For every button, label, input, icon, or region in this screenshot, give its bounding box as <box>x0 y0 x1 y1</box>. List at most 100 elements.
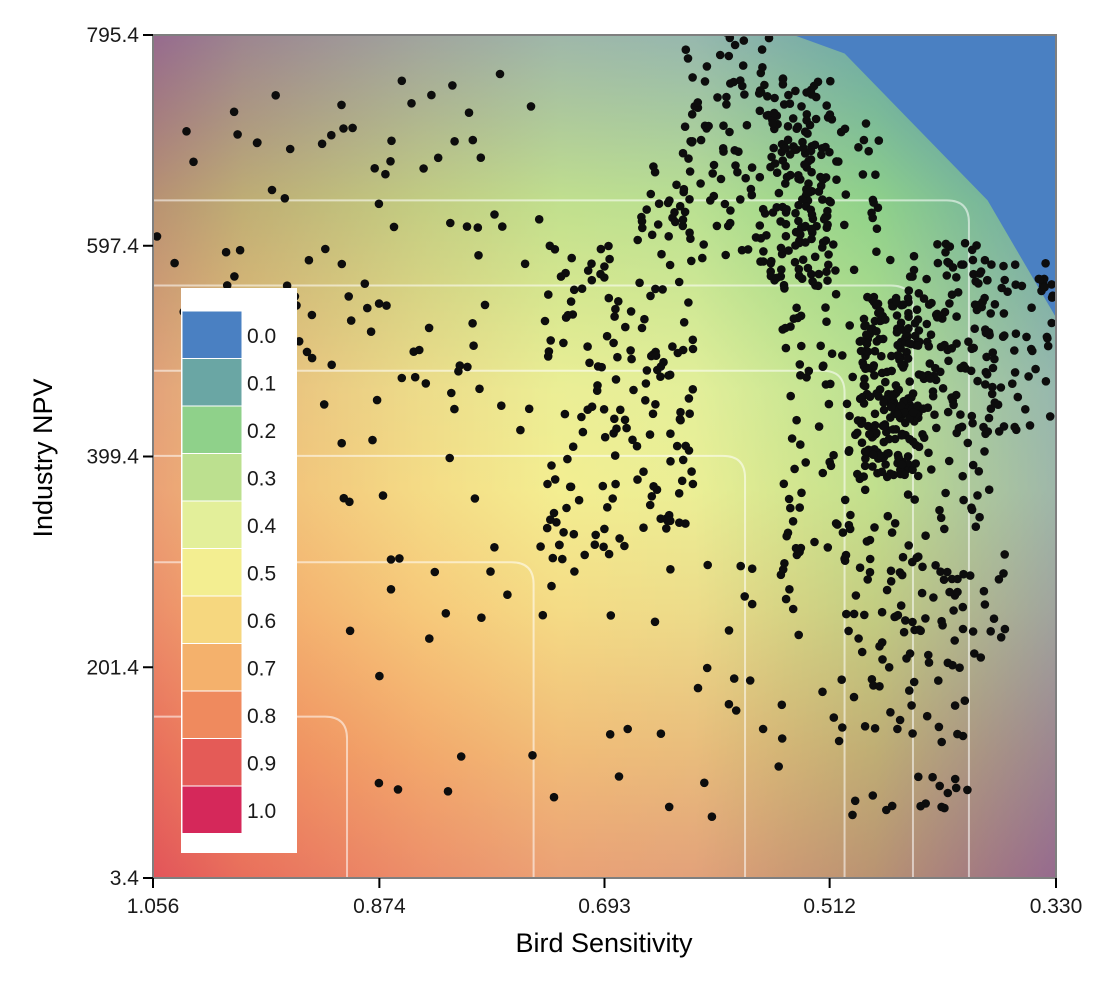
scatter-point <box>823 543 833 552</box>
scatter-point <box>823 276 832 285</box>
scatter-point <box>892 328 902 337</box>
scatter-point <box>937 802 946 812</box>
scatter-point <box>640 314 649 324</box>
scatter-point <box>960 696 970 705</box>
legend-swatch <box>181 595 243 644</box>
scatter-point <box>922 711 932 721</box>
scatter-point <box>674 489 684 498</box>
scatter-point <box>777 734 787 743</box>
scatter-point <box>891 381 901 390</box>
scatter-point <box>968 460 978 470</box>
scatter-point <box>547 581 556 591</box>
scatter-point <box>774 762 783 771</box>
legend-label: 0.0 <box>247 325 276 348</box>
scatter-point <box>550 475 560 484</box>
scatter-point <box>819 361 828 371</box>
scatter-point <box>887 801 897 811</box>
scatter-point <box>814 422 824 431</box>
scatter-point <box>807 269 816 279</box>
scatter-point <box>784 90 793 100</box>
scatter-point <box>387 136 396 146</box>
scatter-point <box>235 245 245 255</box>
scatter-point <box>981 328 991 338</box>
scatter-point <box>834 736 844 746</box>
scatter-point <box>346 316 356 325</box>
scatter-point <box>375 671 384 681</box>
scatter-point <box>897 431 906 440</box>
scatter-point <box>795 360 805 369</box>
scatter-point <box>941 248 950 257</box>
scatter-point <box>781 323 790 333</box>
scatter-point <box>681 45 691 54</box>
scatter-point <box>931 561 940 570</box>
scatter-point <box>943 567 952 577</box>
scatter-point <box>950 701 960 710</box>
scatter-point <box>580 550 589 560</box>
scatter-point <box>909 265 919 275</box>
scatter-point <box>794 264 804 274</box>
scatter-point <box>824 250 833 259</box>
scatter-point <box>881 460 890 469</box>
scatter-point <box>769 108 779 118</box>
scatter-point <box>360 279 370 289</box>
scatter-point <box>702 62 712 71</box>
scatter-point <box>936 567 945 576</box>
scatter-point <box>542 523 552 533</box>
scatter-point <box>742 120 752 130</box>
scatter-point <box>940 307 950 317</box>
scatter-point <box>632 441 642 451</box>
scatter-point <box>646 291 655 301</box>
scatter-point <box>845 524 855 534</box>
scatter-point <box>798 137 807 147</box>
scatter-point <box>639 467 648 477</box>
scatter-point <box>543 479 552 489</box>
scatter-point <box>907 393 916 402</box>
scatter-point <box>875 450 885 460</box>
scatter-point <box>963 785 972 795</box>
scatter-point <box>1008 379 1017 389</box>
scatter-point <box>769 143 778 153</box>
scatter-point <box>913 341 923 350</box>
scatter-point <box>987 260 996 269</box>
legend-swatch <box>181 738 243 787</box>
scatter-point <box>861 454 870 463</box>
scatter-point <box>583 266 593 275</box>
scatter-point <box>967 245 977 255</box>
scatter-point <box>969 269 978 279</box>
scatter-point <box>783 135 793 145</box>
scatter-point <box>880 422 890 431</box>
scatter-point <box>971 277 980 286</box>
scatter-point <box>878 334 888 344</box>
scatter-point <box>875 682 884 691</box>
scatter-point <box>635 278 644 288</box>
scatter-point <box>900 470 909 480</box>
scatter-point <box>600 432 610 442</box>
scatter-point <box>877 351 886 361</box>
scatter-point <box>831 266 840 275</box>
scatter-point <box>593 381 602 390</box>
scatter-point <box>817 150 826 160</box>
scatter-point <box>633 475 642 484</box>
scatter-point <box>393 785 403 794</box>
scatter-point <box>874 392 883 401</box>
scatter-point <box>267 185 277 195</box>
scatter-point <box>678 215 688 224</box>
scatter-point <box>599 542 608 552</box>
scatter-point <box>587 275 597 285</box>
scatter-point <box>976 267 986 276</box>
scatter-point <box>680 207 690 217</box>
scatter-point <box>971 522 981 531</box>
scatter-point <box>285 144 295 154</box>
scatter-point <box>904 541 913 550</box>
scatter-point <box>936 342 946 352</box>
scatter-point <box>952 273 961 282</box>
scatter-point <box>840 495 850 505</box>
scatter-point <box>956 363 966 373</box>
scatter-point <box>794 216 803 226</box>
scatter-point <box>754 89 764 98</box>
scatter-point <box>676 415 685 425</box>
scatter-point <box>783 122 793 131</box>
scatter-point <box>1010 260 1020 270</box>
scatter-point <box>645 430 655 439</box>
scatter-point <box>793 313 803 323</box>
